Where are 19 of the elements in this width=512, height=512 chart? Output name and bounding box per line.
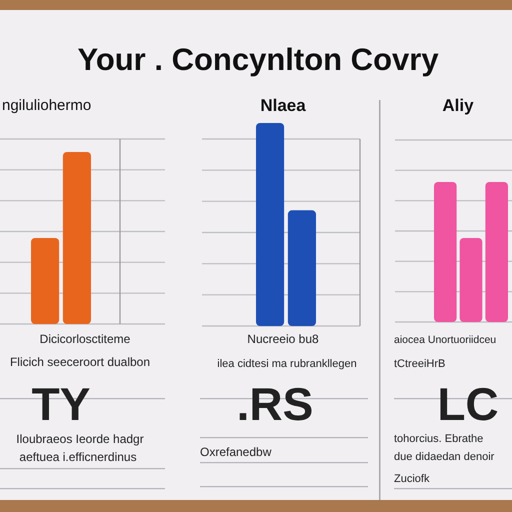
text: tCtreeiHrB (394, 358, 446, 370)
text: Iloubraeos Ieorde hadgr (16, 432, 144, 446)
text: ilea cidtesi ma rubrankllegen (217, 358, 357, 370)
text: Zuciofk (394, 473, 430, 485)
text: due didaedan denoir (394, 451, 495, 463)
text: Flicich seeceroort dualbon (10, 355, 150, 369)
text: Your . Concynlton Covry (77, 42, 440, 77)
text: aeftuea i.efficnerdinus (19, 450, 137, 464)
chart-title: ngiluliohermo (2, 97, 92, 114)
text: Oxrefanedbw (200, 445, 272, 459)
text: Dicicorlosctiteme (40, 332, 131, 346)
text: TY (32, 378, 90, 430)
chart-title: Aliy (442, 96, 474, 115)
text: .RS (236, 378, 314, 430)
chart-title: Nlaea (260, 96, 306, 115)
text: aiocea Unortuoriidceu (394, 334, 496, 346)
text: Nucreeio bu8 (247, 332, 320, 346)
text: LC (437, 378, 499, 430)
text: tohorcius. Ebrathe (394, 433, 484, 445)
